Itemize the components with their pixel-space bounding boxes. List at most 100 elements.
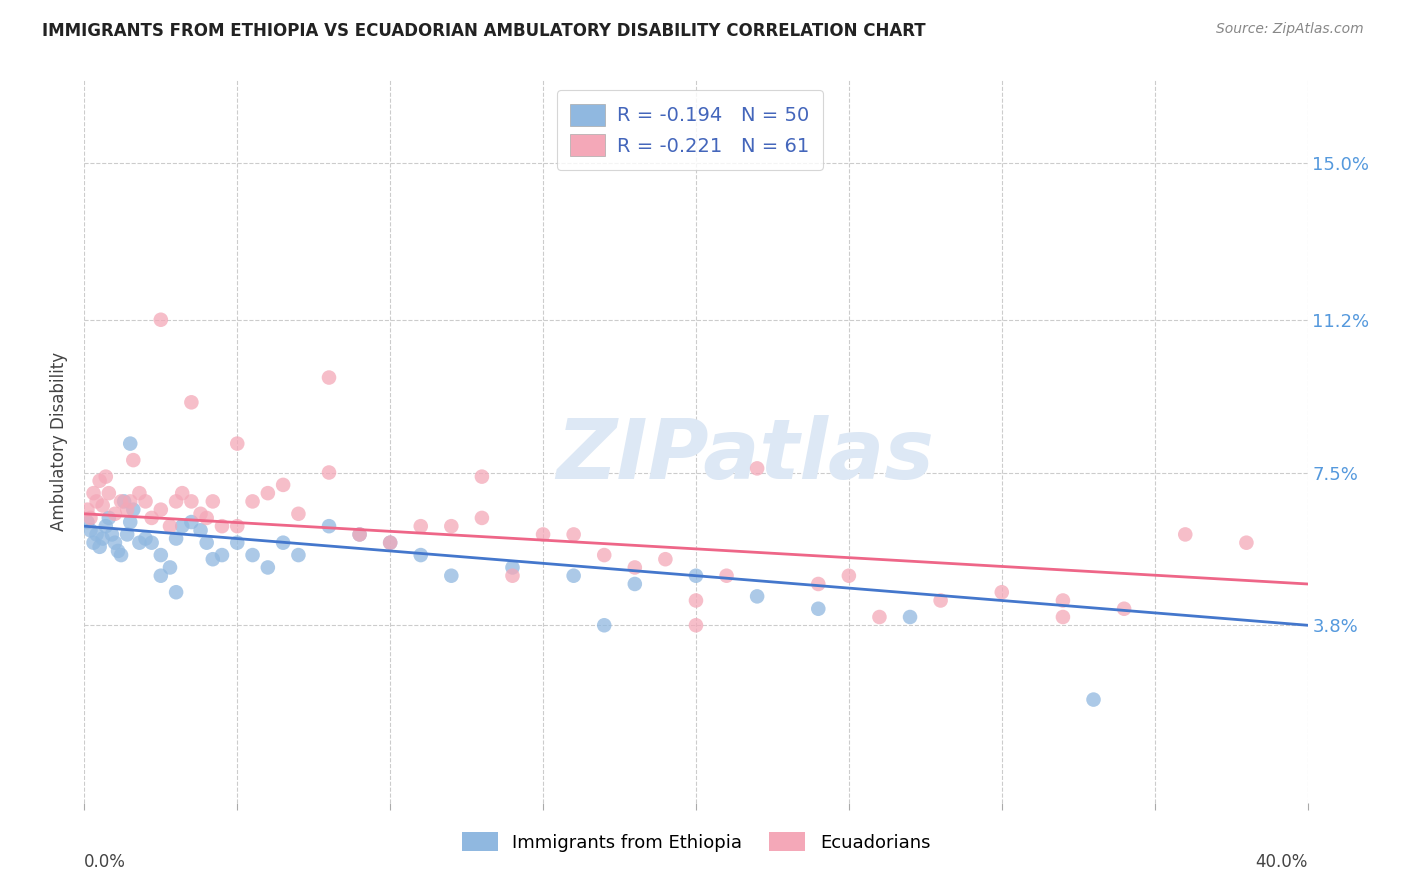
Point — [190, 524, 212, 538]
Legend: Immigrants from Ethiopia, Ecuadorians: Immigrants from Ethiopia, Ecuadorians — [454, 825, 938, 859]
Point — [110, 494, 132, 508]
Point — [89, 540, 111, 554]
Point — [1083, 692, 1105, 706]
Point — [1114, 601, 1136, 615]
Point — [128, 486, 150, 500]
Point — [716, 568, 738, 582]
Point — [271, 478, 294, 492]
Point — [83, 535, 105, 549]
Point — [211, 519, 233, 533]
Point — [349, 527, 371, 541]
Point — [1052, 593, 1074, 607]
Point — [991, 585, 1014, 599]
Point — [211, 548, 233, 562]
Point — [226, 519, 249, 533]
Text: 0.0%: 0.0% — [84, 854, 127, 871]
Point — [180, 515, 202, 529]
Point — [195, 511, 218, 525]
Point — [685, 568, 707, 582]
Point — [226, 535, 249, 549]
Point — [172, 486, 194, 500]
Point — [89, 474, 111, 488]
Point — [122, 502, 145, 516]
Point — [120, 515, 142, 529]
Point — [747, 590, 769, 604]
Point — [747, 461, 769, 475]
Text: 40.0%: 40.0% — [1256, 854, 1308, 871]
Point — [141, 535, 163, 549]
Point — [869, 610, 891, 624]
Point — [120, 494, 142, 508]
Point — [201, 552, 224, 566]
Point — [180, 395, 202, 409]
Point — [471, 469, 494, 483]
Point — [149, 548, 172, 562]
Point — [120, 436, 142, 450]
Point — [593, 548, 616, 562]
Point — [838, 568, 860, 582]
Point — [807, 601, 830, 615]
Point — [409, 548, 432, 562]
Point — [929, 593, 952, 607]
Point — [91, 499, 114, 513]
Point — [226, 436, 249, 450]
Point — [172, 519, 194, 533]
Point — [76, 515, 98, 529]
Point — [440, 519, 463, 533]
Point — [562, 568, 585, 582]
Y-axis label: Ambulatory Disability: Ambulatory Disability — [51, 352, 69, 531]
Point — [318, 519, 340, 533]
Point — [97, 511, 120, 525]
Point — [165, 532, 187, 546]
Point — [271, 535, 294, 549]
Point — [79, 511, 101, 525]
Point — [86, 494, 108, 508]
Point — [502, 568, 524, 582]
Point — [1236, 535, 1258, 549]
Point — [159, 560, 181, 574]
Point — [318, 466, 340, 480]
Point — [79, 524, 101, 538]
Point — [898, 610, 921, 624]
Point — [685, 618, 707, 632]
Point — [94, 519, 117, 533]
Point — [83, 486, 105, 500]
Point — [624, 560, 647, 574]
Point — [242, 548, 264, 562]
Point — [190, 507, 212, 521]
Point — [122, 453, 145, 467]
Point — [159, 519, 181, 533]
Point — [149, 312, 172, 326]
Point — [502, 560, 524, 574]
Text: IMMIGRANTS FROM ETHIOPIA VS ECUADORIAN AMBULATORY DISABILITY CORRELATION CHART: IMMIGRANTS FROM ETHIOPIA VS ECUADORIAN A… — [42, 22, 925, 40]
Point — [1052, 610, 1074, 624]
Point — [165, 494, 187, 508]
Point — [257, 560, 280, 574]
Point — [149, 502, 172, 516]
Point — [1174, 527, 1197, 541]
Point — [115, 502, 138, 516]
Point — [287, 507, 309, 521]
Point — [165, 585, 187, 599]
Point — [91, 532, 114, 546]
Point — [101, 527, 124, 541]
Point — [318, 370, 340, 384]
Point — [242, 494, 264, 508]
Text: ZIPatlas: ZIPatlas — [555, 416, 934, 497]
Point — [86, 527, 108, 541]
Point — [380, 535, 402, 549]
Point — [107, 544, 129, 558]
Point — [654, 552, 676, 566]
Point — [562, 527, 585, 541]
Point — [685, 593, 707, 607]
Point — [593, 618, 616, 632]
Point — [409, 519, 432, 533]
Point — [531, 527, 554, 541]
Point — [807, 577, 830, 591]
Point — [180, 494, 202, 508]
Point — [76, 502, 98, 516]
Point — [94, 469, 117, 483]
Point — [149, 568, 172, 582]
Point — [112, 494, 135, 508]
Point — [104, 535, 127, 549]
